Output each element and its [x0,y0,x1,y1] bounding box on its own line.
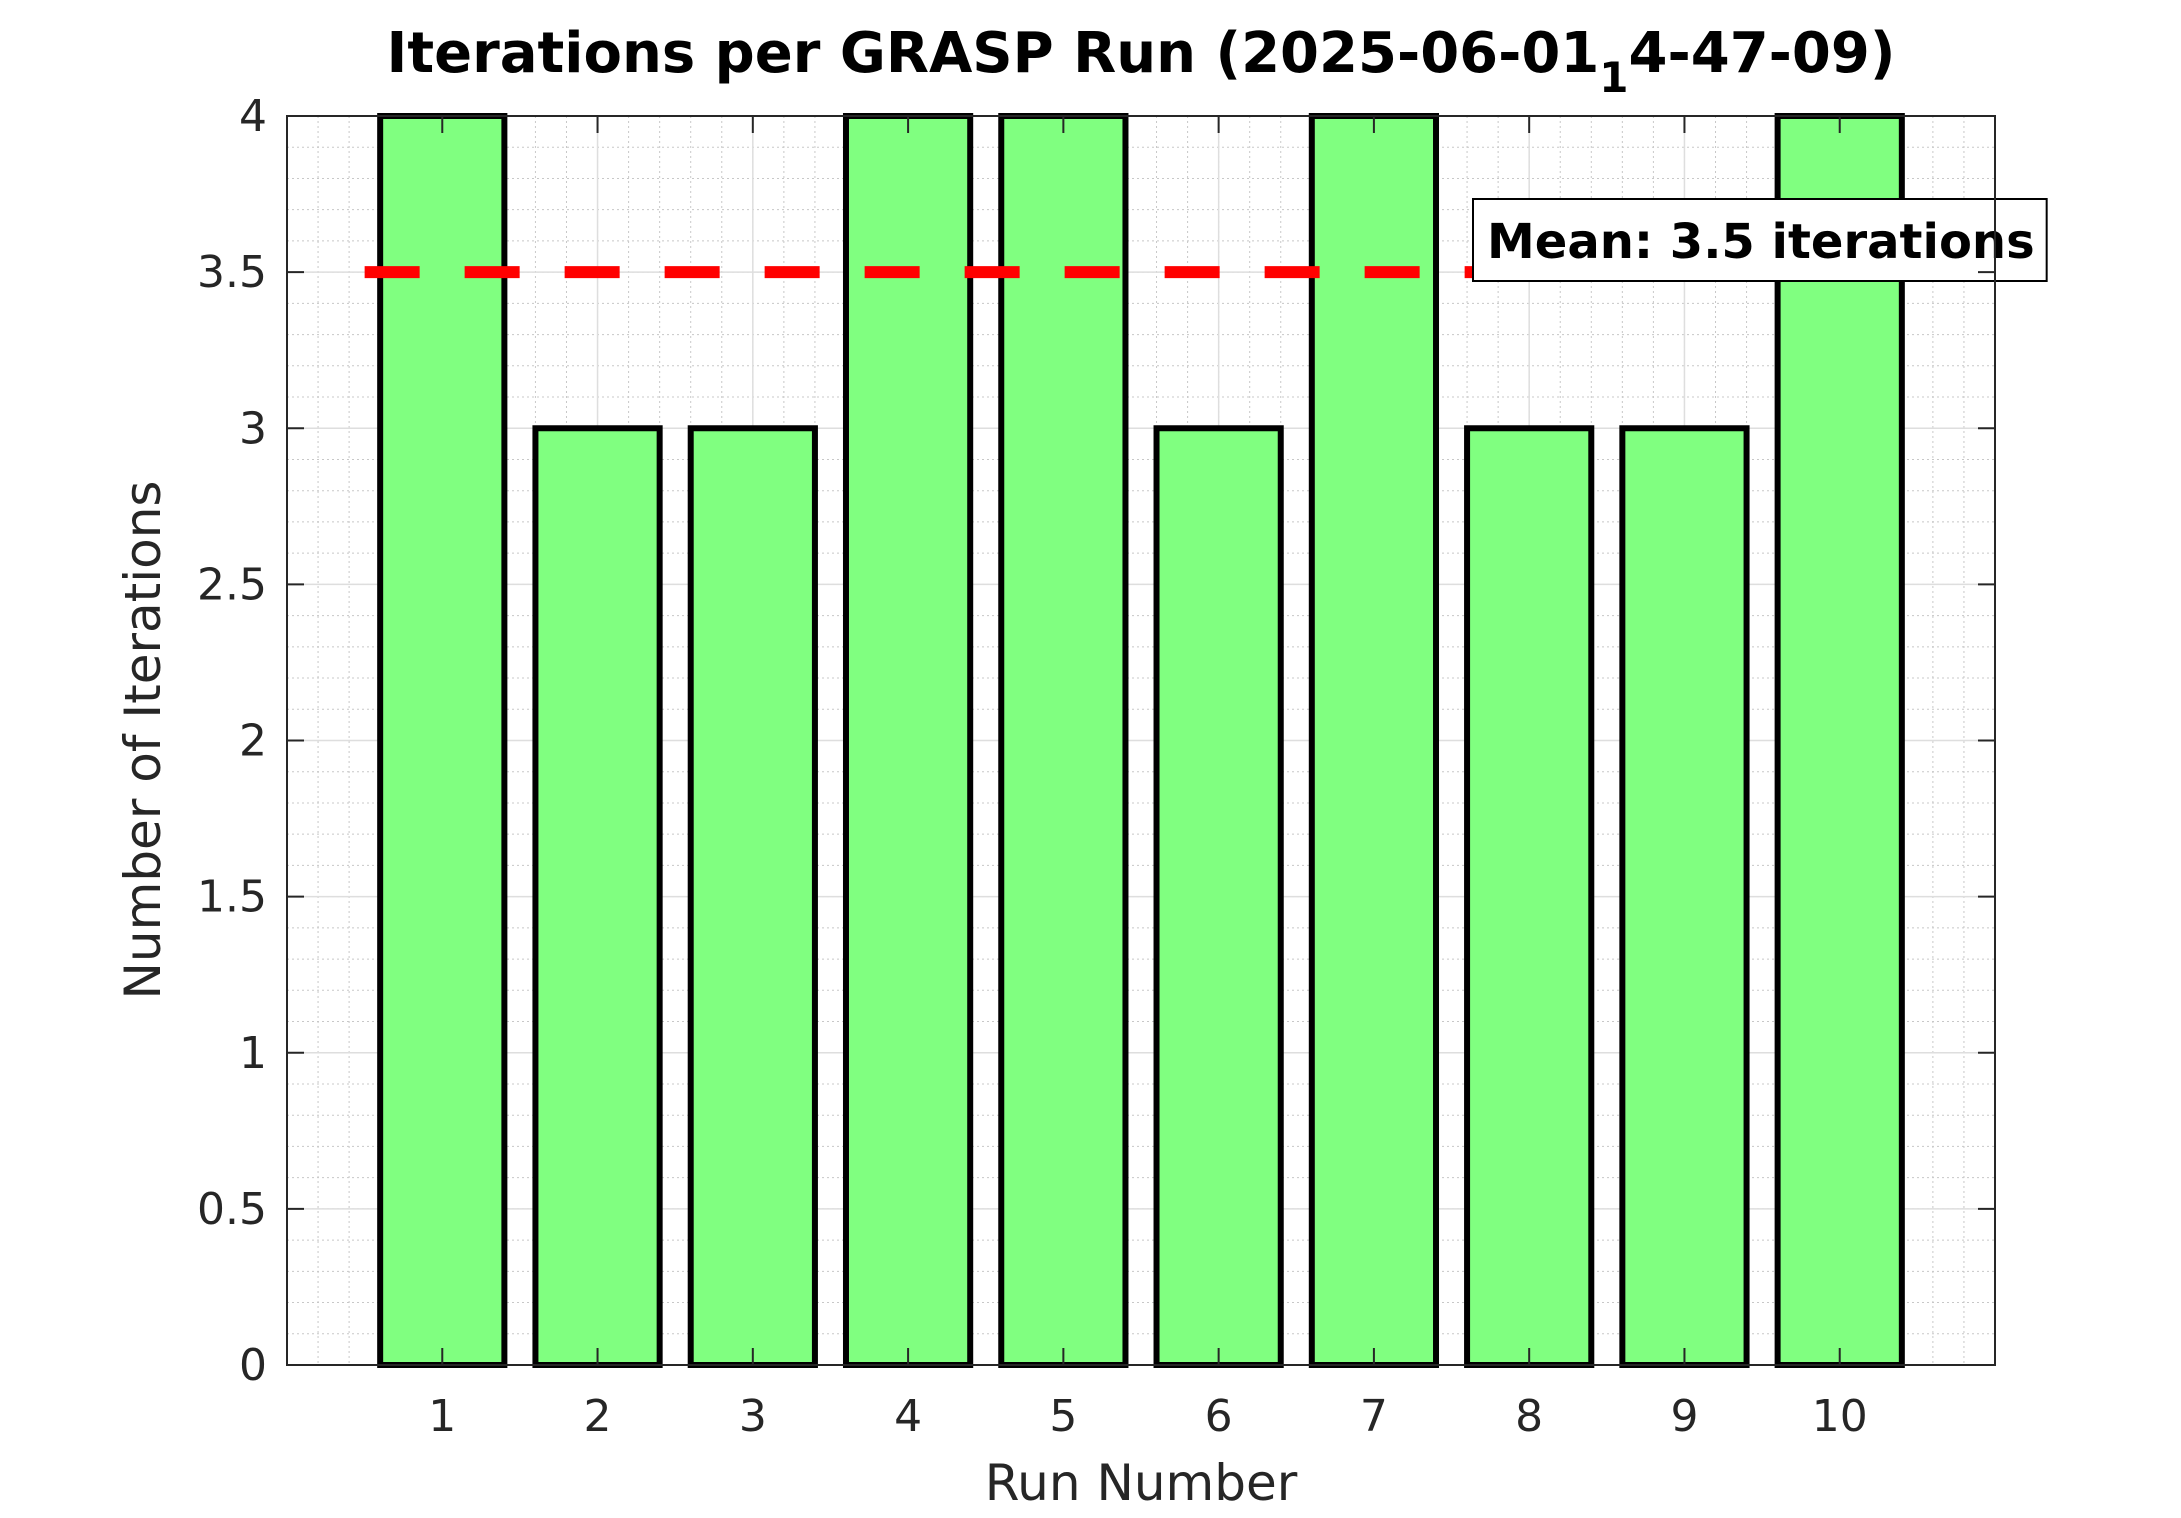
x-tick-label: 2 [584,1391,612,1442]
x-tick-label: 9 [1670,1391,1698,1442]
x-tick-label: 5 [1049,1391,1077,1442]
bar-run-3 [687,425,818,1368]
bar-run-4 [842,113,974,1368]
x-tick-label: 1 [428,1391,456,1442]
y-tick-label: 3.5 [197,247,267,298]
y-tick-label: 0 [239,1340,267,1391]
x-tick-labels: 1 2 3 4 5 6 7 8 9 10 [428,1391,1867,1442]
x-tick-label: 10 [1812,1391,1868,1442]
bar-run-5 [998,113,1129,1368]
bar-run-10 [1774,113,1905,1368]
y-tick-label: 1.5 [197,872,267,923]
title-tail: 4-47-09) [1629,21,1896,86]
y-tick-label: 0.5 [197,1184,267,1235]
y-tick-label: 2.5 [197,559,267,610]
y-axis-label: Number of Iterations [114,481,172,1000]
bars [377,113,1905,1368]
title-main: Iterations per GRASP Run (2025-06-01 [387,21,1600,86]
annotation-text: Mean: 3.5 iterations [1487,214,2035,270]
bar-run-2 [532,425,663,1368]
x-tick-label: 3 [739,1391,767,1442]
bar-run-6 [1153,425,1284,1368]
bar-run-8 [1464,425,1595,1368]
title-subscript: 1 [1599,53,1628,102]
y-tick-label: 3 [239,403,267,454]
mean-annotation: Mean: 3.5 iterations [1472,198,2048,282]
x-tick-label: 4 [894,1391,922,1442]
ticks [287,115,1995,1366]
bar-run-1 [377,113,508,1368]
y-tick-labels: 0 0.5 1 1.5 2 2.5 3 3.5 4 [197,91,267,1391]
y-tick-label: 2 [239,716,267,767]
y-tick-label: 4 [239,91,267,142]
y-tick-label: 1 [239,1028,267,1079]
x-tick-label: 8 [1515,1391,1543,1442]
bar-run-9 [1619,425,1750,1368]
x-tick-label: 7 [1360,1391,1388,1442]
x-axis-label: Run Number [985,1454,1298,1512]
annotation-box [1472,198,2048,282]
chart-title: Iterations per GRASP Run (2025-06-0114-4… [387,21,1896,102]
x-tick-label: 6 [1205,1391,1233,1442]
bar-run-7 [1308,113,1440,1368]
